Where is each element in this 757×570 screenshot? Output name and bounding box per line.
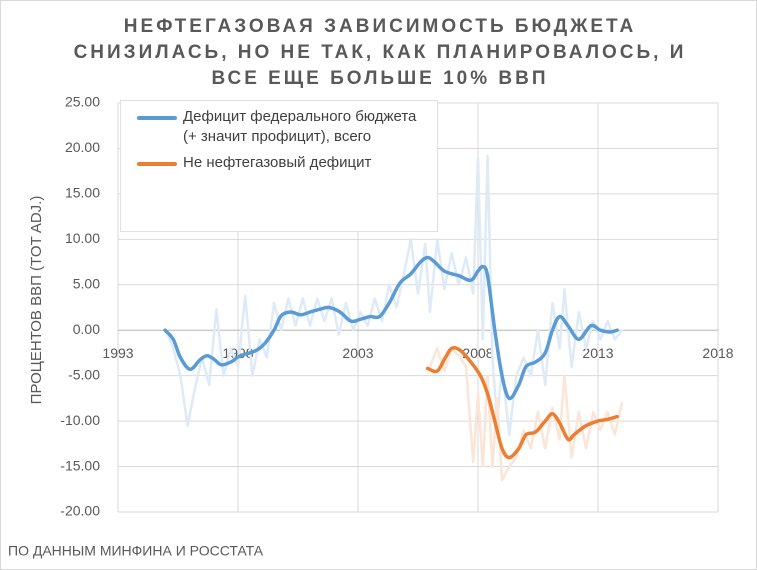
source: ПО ДАННЫМ МИНФИНА И РОССТАТА bbox=[8, 543, 264, 559]
y-tick-label: 10.00 bbox=[65, 230, 100, 246]
legend-label: Не нефтегазовый дефицит bbox=[183, 154, 372, 171]
legend: Дефицит федерального бюджета (+ значит п… bbox=[120, 100, 438, 232]
y-axis-label: ПРОЦЕНТОВ ВВП (TOT ADJ.) bbox=[28, 196, 45, 405]
x-tick-label: 2003 bbox=[342, 345, 373, 361]
y-tick-label: 25.00 bbox=[65, 94, 100, 110]
x-tick-label: 2008 bbox=[462, 345, 493, 361]
series-line bbox=[163, 255, 619, 401]
y-tick-label: -15.00 bbox=[60, 457, 100, 473]
chart-title: НЕФТЕГАЗОВАЯ ЗАВИСИМОСТЬ БЮДЖЕТА СНИЗИЛА… bbox=[73, 16, 687, 89]
y-tick-label: 15.00 bbox=[65, 185, 100, 201]
series-line bbox=[425, 345, 619, 460]
x-tick-label: 2013 bbox=[582, 345, 613, 361]
y-tick-label: 20.00 bbox=[65, 139, 100, 155]
y-tick-label: 5.00 bbox=[73, 275, 100, 291]
y-tick-label: -5.00 bbox=[68, 366, 100, 382]
y-tick-label: -20.00 bbox=[60, 503, 100, 519]
y-tick-label: -10.00 bbox=[60, 412, 100, 428]
y-tick-label: 0.00 bbox=[73, 321, 100, 337]
legend-label: Дефицит федерального бюджета (+ значит п… bbox=[183, 108, 417, 145]
legend-swatch bbox=[137, 162, 177, 166]
series-line bbox=[164, 154, 624, 436]
x-tick-label: 2018 bbox=[702, 345, 733, 361]
legend-swatch bbox=[137, 116, 177, 120]
x-tick-label: 1993 bbox=[102, 345, 133, 361]
